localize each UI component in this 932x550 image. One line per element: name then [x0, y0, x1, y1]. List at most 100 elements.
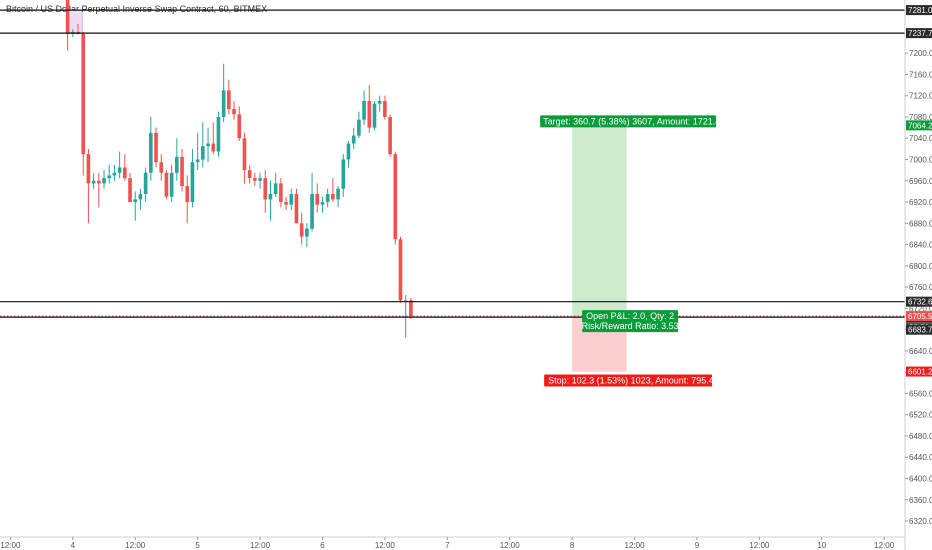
candle-body	[206, 143, 210, 147]
price-axis[interactable]: 7200.0 7160.0 7120.0 7080.0 7040.0 7000.0 6960…	[904, 0, 932, 550]
candle-body	[263, 178, 268, 200]
target-price-tag	[906, 120, 932, 131]
candle-body	[289, 194, 294, 205]
resistance-low-tag-label: 7237.7	[908, 29, 932, 38]
candle-body	[112, 172, 117, 176]
candle-body	[117, 167, 122, 173]
candle-body	[393, 154, 398, 240]
time-tick-label: 5	[195, 541, 200, 550]
candle-body	[299, 223, 304, 237]
time-tick-label: 12:00	[375, 541, 396, 550]
candle-body	[216, 116, 221, 152]
candle-body	[227, 90, 231, 109]
time-tick-label: 12:00	[874, 541, 895, 550]
price-tick-label: 6320.0	[909, 517, 932, 526]
time-tick-label: 10	[817, 541, 826, 550]
price-tick-label: 6400.0	[909, 475, 932, 484]
stop-price-tag	[906, 366, 932, 377]
candle-body	[211, 143, 216, 152]
candle-body	[398, 239, 403, 301]
mark-price-tag-label: 6683.7	[908, 326, 932, 335]
time-tick-label: 12:00	[749, 541, 770, 550]
candle-body	[164, 172, 169, 197]
candle-body	[372, 103, 377, 128]
price-tick-label: 6920.0	[909, 198, 932, 207]
candle-body	[190, 162, 195, 203]
candle-body	[123, 167, 127, 179]
resistance-low-tag	[906, 28, 932, 39]
candle-body	[403, 300, 408, 302]
target-label: Target: 360.7 (5.38%) 3607, Amount: 1721…	[543, 116, 720, 126]
mark-price-tag	[906, 324, 932, 335]
candle-body	[81, 34, 86, 155]
time-tick-label: 4	[71, 541, 76, 550]
stop-label: Stop: 102.3 (1.53%) 1023, Amount: 795.4	[548, 376, 714, 386]
time-tick-label: 9	[695, 541, 700, 550]
candle-body	[138, 194, 143, 200]
entry-upper-tag	[906, 296, 932, 307]
candle-body	[383, 101, 387, 117]
profit-zone	[572, 125, 627, 317]
time-tick-label: 8	[570, 541, 575, 550]
time-axis[interactable]: 12:00 4 12:00 5 12:00 6 12:00 7 12:00 8 12:00 9 12:0…	[0, 536, 905, 550]
candle-body	[377, 101, 382, 104]
candle-body	[65, 0, 70, 35]
target-label-box	[540, 115, 717, 128]
candle-body	[247, 170, 252, 179]
price-tick-label: 6880.0	[909, 219, 932, 228]
horizontal-lines[interactable]	[0, 9, 905, 318]
entry-upper-tag-label: 6732.6	[908, 298, 932, 307]
open-pnl-label: Open P&L: 2.0, Qty: 2	[586, 311, 674, 321]
candle-body	[362, 101, 366, 120]
time-tick-label: 12:00	[500, 541, 521, 550]
candle-body	[185, 186, 190, 203]
time-tick-label: 12:00	[250, 541, 271, 550]
candle-body	[409, 300, 413, 317]
candle-body	[175, 156, 179, 173]
price-tick-label: 7200.0	[909, 49, 932, 58]
candles	[65, 0, 413, 338]
candle-body	[154, 132, 158, 163]
candle-body	[357, 119, 361, 136]
candle-body	[268, 194, 273, 200]
price-tick-label: 7000.0	[909, 156, 932, 165]
candle-body	[97, 180, 101, 184]
candle-body	[320, 202, 325, 205]
candle-body	[91, 180, 96, 184]
candle-body	[351, 135, 356, 144]
candle-body	[143, 172, 148, 195]
candle-body	[325, 194, 330, 203]
open-pnl-box	[582, 310, 679, 333]
price-tick-label: 6480.0	[909, 432, 932, 441]
candle-body	[346, 143, 351, 160]
price-tick-label: 7040.0	[909, 134, 932, 143]
candle-body	[232, 108, 236, 115]
candle-body	[180, 156, 184, 187]
candle-body	[107, 175, 112, 179]
candle-body	[253, 178, 257, 181]
current-price-tag	[906, 311, 932, 322]
position-labels: Target: 360.7 (5.38%) 3607, Amount: 1721…	[540, 115, 720, 387]
price-tick-label: 6960.0	[909, 177, 932, 186]
candle-body	[242, 138, 247, 171]
candle-body	[195, 159, 200, 163]
price-tick-label: 6520.0	[909, 411, 932, 420]
candle-body	[388, 116, 392, 155]
time-tick-label: 12:00	[0, 541, 21, 550]
candle-body	[128, 178, 132, 203]
candle-body	[221, 90, 226, 117]
price-tick-label: 6560.0	[909, 389, 932, 398]
candle-body	[336, 188, 340, 200]
candle-body	[133, 199, 138, 203]
price-tick-label: 6840.0	[909, 241, 932, 250]
resistance-high-tag	[906, 5, 932, 16]
price-tick-label: 6760.0	[909, 283, 932, 292]
candle-body	[331, 194, 335, 200]
risk-reward-label: Risk/Reward Ratio: 3.53	[582, 321, 679, 331]
candle-body	[341, 159, 346, 189]
stop-label-box	[544, 374, 713, 387]
price-tick-label: 6360.0	[909, 496, 932, 505]
target-price-tag-label: 7064.2	[908, 121, 932, 130]
price-tick-label: 7160.0	[909, 70, 932, 79]
